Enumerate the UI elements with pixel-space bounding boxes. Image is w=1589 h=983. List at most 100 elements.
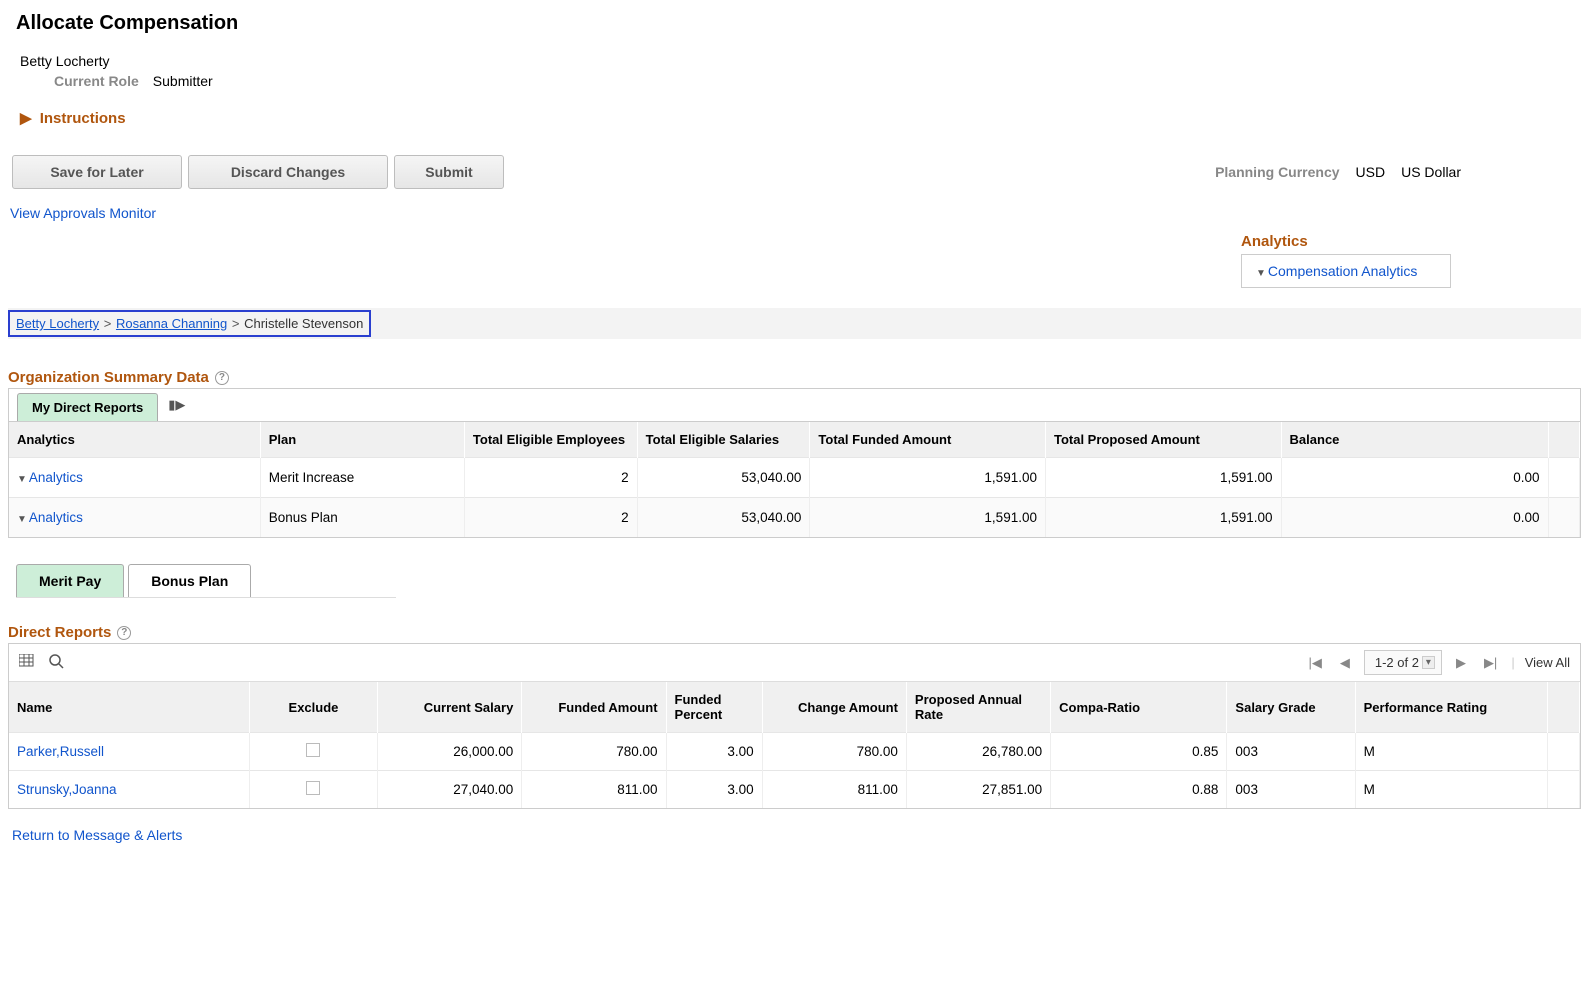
save-button[interactable]: Save for Later bbox=[12, 155, 182, 189]
org-summary-table: Analytics Plan Total Eligible Employees … bbox=[9, 422, 1580, 537]
breadcrumb-link-1[interactable]: Betty Locherty bbox=[16, 316, 99, 331]
funded-pct-cell: 3.00 bbox=[666, 733, 762, 771]
cur-sal-cell: 26,000.00 bbox=[378, 733, 522, 771]
col-change-amt[interactable]: Change Amount bbox=[762, 682, 906, 733]
employee-link[interactable]: Strunsky,Joanna bbox=[17, 782, 117, 797]
funded-pct-cell: 3.00 bbox=[666, 771, 762, 809]
caret-down-icon: ▾ bbox=[1422, 656, 1435, 669]
change-amt-cell: 811.00 bbox=[762, 771, 906, 809]
table-row: Parker,Russell 26,000.00 780.00 3.00 780… bbox=[9, 733, 1580, 771]
chevron-right-icon: ▶ bbox=[20, 109, 32, 127]
chevron-down-icon[interactable]: ▼ bbox=[17, 474, 27, 485]
col-prop-rate[interactable]: Proposed Annual Rate bbox=[906, 682, 1050, 733]
prop-rate-cell: 26,780.00 bbox=[906, 733, 1050, 771]
balance-cell: 0.00 bbox=[1281, 458, 1548, 498]
direct-reports-table: Name Exclude Current Salary Funded Amoun… bbox=[9, 682, 1580, 808]
perf-cell: M bbox=[1355, 733, 1547, 771]
view-all-link[interactable]: View All bbox=[1525, 655, 1570, 670]
employee-link[interactable]: Parker,Russell bbox=[17, 744, 104, 759]
grid-settings-icon[interactable] bbox=[19, 654, 35, 671]
grade-cell: 003 bbox=[1227, 733, 1355, 771]
col-grade[interactable]: Salary Grade bbox=[1227, 682, 1355, 733]
direct-reports-title: Direct Reports bbox=[8, 624, 111, 641]
change-amt-cell: 780.00 bbox=[762, 733, 906, 771]
tab-merit-pay[interactable]: Merit Pay bbox=[16, 564, 124, 597]
currency-code: USD bbox=[1356, 164, 1386, 180]
col-sal[interactable]: Total Eligible Salaries bbox=[637, 422, 810, 458]
page-range-select[interactable]: 1-2 of 2 ▾ bbox=[1364, 650, 1442, 675]
instructions-label: Instructions bbox=[40, 110, 126, 127]
analytics-expand[interactable]: ▼Compensation Analytics bbox=[1241, 254, 1451, 288]
col-plan[interactable]: Plan bbox=[260, 422, 464, 458]
currency-block: Planning Currency USD US Dollar bbox=[1215, 164, 1461, 180]
compa-cell: 0.85 bbox=[1051, 733, 1227, 771]
proposed-cell: 1,591.00 bbox=[1045, 458, 1281, 498]
prev-page-icon[interactable]: ◀ bbox=[1336, 655, 1354, 671]
help-icon[interactable]: ? bbox=[215, 371, 229, 385]
sal-cell: 53,040.00 bbox=[637, 458, 810, 498]
exclude-checkbox[interactable] bbox=[306, 743, 320, 757]
col-proposed[interactable]: Total Proposed Amount bbox=[1045, 422, 1281, 458]
plan-cell: Merit Increase bbox=[260, 458, 464, 498]
col-funded-pct[interactable]: Funded Percent bbox=[666, 682, 762, 733]
funded-amt-cell: 811.00 bbox=[522, 771, 666, 809]
funded-cell: 1,591.00 bbox=[810, 458, 1046, 498]
next-page-icon[interactable]: ▶ bbox=[1452, 655, 1470, 671]
funded-cell: 1,591.00 bbox=[810, 498, 1046, 538]
instructions-toggle[interactable]: ▶ Instructions bbox=[20, 109, 1581, 127]
chevron-down-icon: ▼ bbox=[1256, 268, 1266, 279]
page-title: Allocate Compensation bbox=[16, 12, 1581, 35]
currency-name: US Dollar bbox=[1401, 164, 1461, 180]
col-perf[interactable]: Performance Rating bbox=[1355, 682, 1547, 733]
col-emp[interactable]: Total Eligible Employees bbox=[464, 422, 637, 458]
summary-row: ▼Analytics Merit Increase 2 53,040.00 1,… bbox=[9, 458, 1580, 498]
cur-sal-cell: 27,040.00 bbox=[378, 771, 522, 809]
table-row: Strunsky,Joanna 27,040.00 811.00 3.00 81… bbox=[9, 771, 1580, 809]
col-funded[interactable]: Total Funded Amount bbox=[810, 422, 1046, 458]
compa-cell: 0.88 bbox=[1051, 771, 1227, 809]
col-name[interactable]: Name bbox=[9, 682, 249, 733]
exclude-checkbox[interactable] bbox=[306, 781, 320, 795]
submit-button[interactable]: Submit bbox=[394, 155, 504, 189]
perf-cell: M bbox=[1355, 771, 1547, 809]
breadcrumb-link-2[interactable]: Rosanna Channing bbox=[116, 316, 227, 331]
search-icon[interactable] bbox=[49, 654, 64, 672]
page-range: 1-2 of 2 bbox=[1375, 655, 1419, 670]
grade-cell: 003 bbox=[1227, 771, 1355, 809]
tab-bonus-plan[interactable]: Bonus Plan bbox=[128, 564, 251, 597]
approvals-link[interactable]: View Approvals Monitor bbox=[10, 205, 156, 221]
help-icon[interactable]: ? bbox=[117, 626, 131, 640]
col-analytics[interactable]: Analytics bbox=[9, 422, 260, 458]
chevron-down-icon[interactable]: ▼ bbox=[17, 514, 27, 525]
col-balance[interactable]: Balance bbox=[1281, 422, 1548, 458]
prop-rate-cell: 27,851.00 bbox=[906, 771, 1050, 809]
user-block: Betty Locherty Current Role Submitter bbox=[20, 53, 1581, 89]
discard-button[interactable]: Discard Changes bbox=[188, 155, 388, 189]
col-funded-amt[interactable]: Funded Amount bbox=[522, 682, 666, 733]
role-value: Submitter bbox=[153, 73, 213, 89]
proposed-cell: 1,591.00 bbox=[1045, 498, 1281, 538]
summary-row: ▼Analytics Bonus Plan 2 53,040.00 1,591.… bbox=[9, 498, 1580, 538]
org-summary-title: Organization Summary Data bbox=[8, 369, 209, 386]
return-link[interactable]: Return to Message & Alerts bbox=[12, 827, 182, 843]
analytics-link[interactable]: Compensation Analytics bbox=[1268, 263, 1417, 279]
user-name: Betty Locherty bbox=[20, 53, 1581, 69]
first-page-icon[interactable]: |◀ bbox=[1304, 655, 1325, 671]
plan-cell: Bonus Plan bbox=[260, 498, 464, 538]
col-cur-sal[interactable]: Current Salary bbox=[378, 682, 522, 733]
col-compa[interactable]: Compa-Ratio bbox=[1051, 682, 1227, 733]
tab-my-direct-reports[interactable]: My Direct Reports bbox=[17, 393, 158, 421]
emp-cell: 2 bbox=[464, 498, 637, 538]
funded-amt-cell: 780.00 bbox=[522, 733, 666, 771]
analytics-cell-link[interactable]: Analytics bbox=[29, 470, 83, 485]
emp-cell: 2 bbox=[464, 458, 637, 498]
last-page-icon[interactable]: ▶| bbox=[1480, 655, 1501, 671]
expand-tabs-icon[interactable]: ▮▶ bbox=[168, 397, 185, 413]
org-summary-box: My Direct Reports ▮▶ Analytics Plan Tota… bbox=[8, 388, 1581, 538]
col-exclude[interactable]: Exclude bbox=[249, 682, 377, 733]
currency-label: Planning Currency bbox=[1215, 164, 1339, 180]
analytics-cell-link[interactable]: Analytics bbox=[29, 510, 83, 525]
analytics-title: Analytics bbox=[1241, 233, 1451, 250]
sal-cell: 53,040.00 bbox=[637, 498, 810, 538]
breadcrumb-current: Christelle Stevenson bbox=[244, 316, 363, 331]
